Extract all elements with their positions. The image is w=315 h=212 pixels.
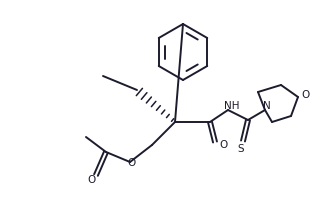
Text: N: N [263, 101, 271, 111]
Text: O: O [128, 158, 136, 168]
Text: O: O [88, 175, 96, 185]
Text: O: O [219, 140, 227, 150]
Text: O: O [301, 90, 309, 100]
Text: NH: NH [224, 101, 240, 111]
Text: S: S [238, 144, 244, 154]
